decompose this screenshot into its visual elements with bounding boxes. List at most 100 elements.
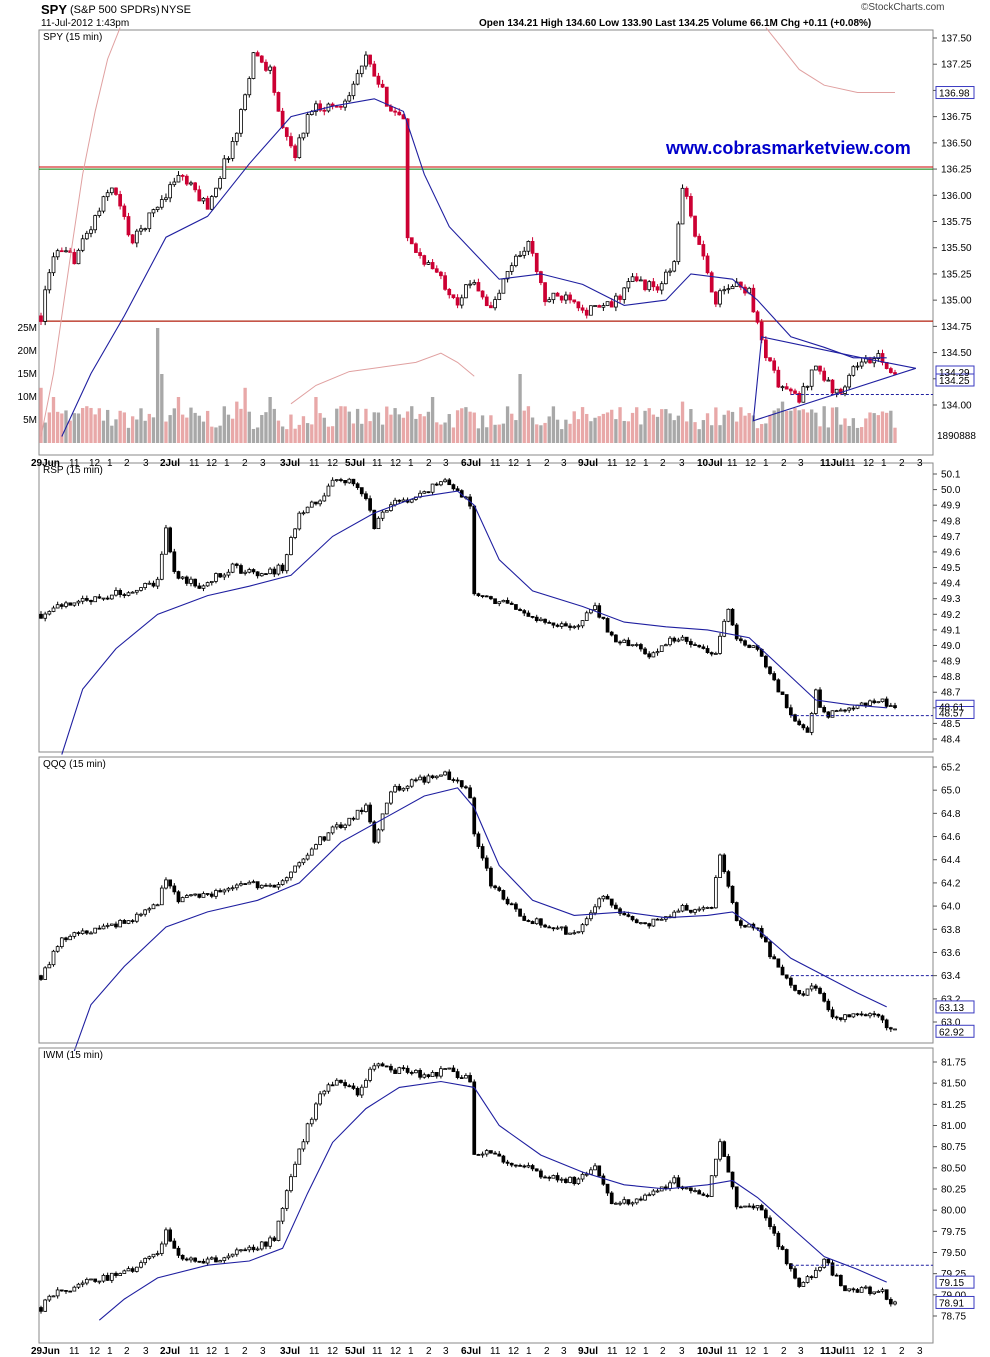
candle-body bbox=[888, 1027, 893, 1030]
volume-bar bbox=[639, 424, 643, 443]
candle-body bbox=[184, 576, 189, 584]
candle-body bbox=[364, 804, 368, 812]
candle-body bbox=[47, 611, 52, 615]
candle-body bbox=[380, 813, 385, 831]
x-axis-label: 11 bbox=[69, 458, 80, 469]
candle-body bbox=[134, 913, 139, 922]
x-axis-label: 2 bbox=[781, 458, 787, 469]
candle-body bbox=[289, 871, 293, 879]
volume-bar bbox=[630, 412, 635, 443]
candle-body bbox=[480, 290, 485, 298]
x-axis-label: 1 bbox=[224, 458, 230, 469]
x-axis-label: 3 bbox=[443, 1346, 449, 1357]
candle-body bbox=[659, 283, 664, 291]
volume-bar bbox=[339, 406, 343, 443]
candle-body bbox=[364, 493, 368, 500]
candle-body bbox=[164, 1229, 168, 1245]
volume-bar bbox=[455, 410, 460, 443]
candle-body bbox=[201, 1260, 206, 1264]
candle-body bbox=[847, 1014, 852, 1018]
volume-bar bbox=[230, 418, 235, 443]
candle-body bbox=[809, 713, 814, 733]
candle-body bbox=[355, 483, 360, 489]
candle-body bbox=[334, 1079, 339, 1086]
volume-value-tag: 1890888 bbox=[937, 431, 976, 442]
last-value-tag-text: 79.15 bbox=[939, 1278, 964, 1289]
volume-bar bbox=[622, 420, 626, 443]
volume-average-line bbox=[290, 352, 475, 405]
candle-body bbox=[543, 282, 547, 303]
candle-body bbox=[847, 1288, 852, 1292]
volume-bar bbox=[580, 407, 585, 443]
candle-body bbox=[643, 922, 647, 925]
candle-body bbox=[401, 1067, 406, 1070]
candle-body bbox=[784, 1249, 789, 1265]
volume-bar bbox=[714, 407, 718, 443]
candle-body bbox=[776, 369, 781, 388]
volume-bar bbox=[460, 408, 464, 443]
volume-bar bbox=[255, 427, 260, 443]
candle-body bbox=[676, 910, 681, 913]
candle-body bbox=[434, 775, 439, 779]
x-axis-label: 3 bbox=[798, 1346, 804, 1357]
candle-body bbox=[472, 1081, 477, 1155]
candle-body bbox=[893, 1028, 897, 1031]
candle-body bbox=[484, 296, 489, 307]
candle-body bbox=[284, 877, 289, 882]
volume-bar bbox=[751, 415, 756, 443]
candle-body bbox=[693, 1190, 697, 1193]
candle-body bbox=[155, 578, 160, 587]
candle-body bbox=[355, 1088, 360, 1096]
volume-tick-label: 25M bbox=[18, 323, 37, 334]
candle-body bbox=[797, 393, 802, 403]
candle-body bbox=[68, 935, 73, 941]
candle-body bbox=[743, 1205, 747, 1208]
volume-bar bbox=[293, 428, 297, 443]
candle-body bbox=[301, 512, 306, 515]
volume-bar bbox=[422, 416, 426, 443]
candle-body bbox=[47, 964, 52, 969]
volume-bar bbox=[514, 420, 518, 443]
volume-bar bbox=[764, 423, 768, 443]
candle-body bbox=[501, 890, 506, 900]
candle-body bbox=[868, 1013, 872, 1017]
volume-bar bbox=[60, 413, 64, 443]
candle-body bbox=[159, 199, 164, 208]
candle-body bbox=[264, 61, 268, 71]
candle-body bbox=[718, 1141, 722, 1160]
candle-body bbox=[380, 1063, 385, 1067]
candle-body bbox=[701, 907, 706, 910]
candle-body bbox=[759, 1205, 764, 1211]
candle-body bbox=[243, 883, 247, 885]
volume-bar bbox=[214, 427, 218, 443]
volume-bar bbox=[647, 408, 651, 443]
candle-body bbox=[680, 905, 685, 912]
candle-body bbox=[314, 501, 318, 505]
candle-body bbox=[784, 974, 789, 979]
volume-bar bbox=[701, 420, 706, 443]
candle-body bbox=[884, 1289, 889, 1300]
x-axis-label: 12 bbox=[508, 1346, 520, 1357]
candle-body bbox=[805, 988, 810, 996]
candle-body bbox=[280, 1207, 285, 1222]
candle-body bbox=[618, 1202, 622, 1205]
candle-body bbox=[722, 289, 727, 292]
candle-body bbox=[372, 821, 377, 843]
candle-body bbox=[526, 612, 531, 617]
candle-body bbox=[451, 484, 456, 490]
x-axis-label: 3 bbox=[260, 458, 266, 469]
candle-body bbox=[472, 282, 477, 285]
volume-bar bbox=[472, 412, 476, 443]
candle-body bbox=[197, 893, 202, 898]
candle-body bbox=[888, 705, 893, 707]
candle-body bbox=[151, 209, 156, 214]
candle-body bbox=[672, 261, 677, 272]
candle-body bbox=[130, 234, 135, 244]
y-tick-label: 63.2 bbox=[941, 994, 961, 1005]
y-tick-label: 137.50 bbox=[941, 34, 972, 45]
candle-body bbox=[126, 920, 131, 924]
x-axis-label: 2 bbox=[781, 1346, 787, 1357]
volume-tick-label: 10M bbox=[18, 392, 37, 403]
candle-body bbox=[255, 571, 260, 577]
candle-body bbox=[264, 573, 268, 576]
